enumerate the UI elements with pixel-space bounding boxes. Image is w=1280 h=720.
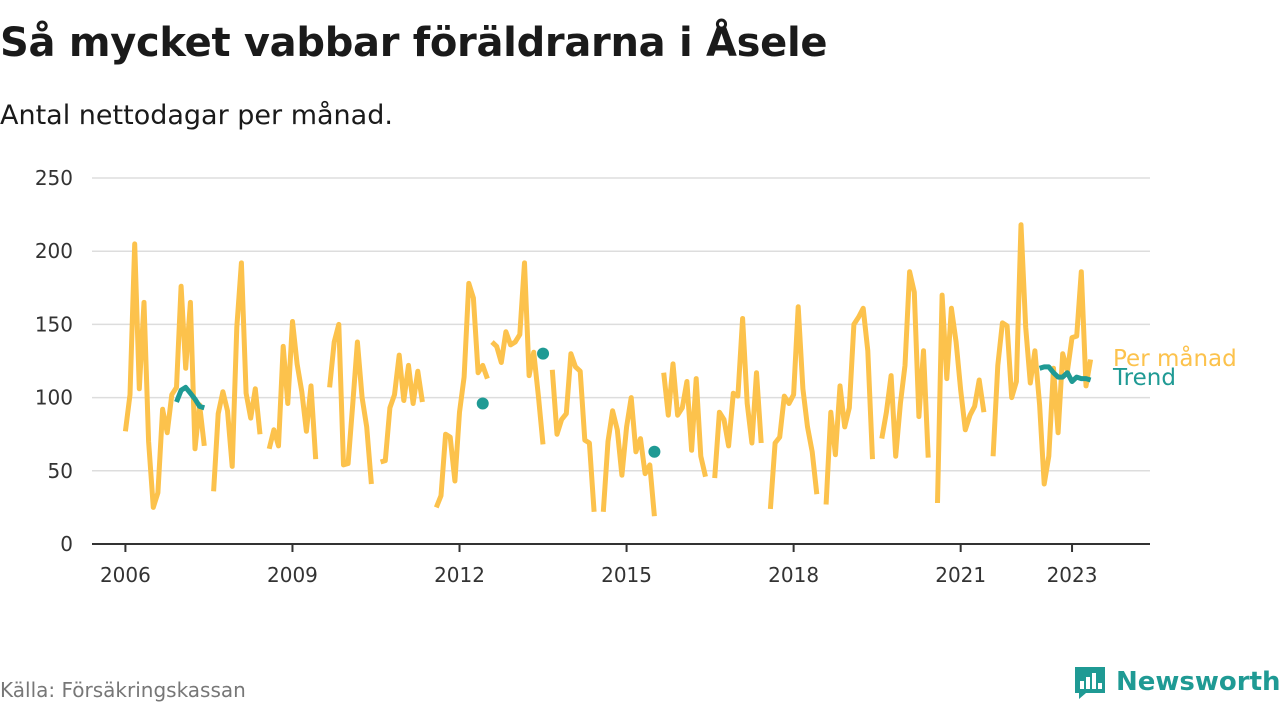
series-trend-point <box>476 397 489 410</box>
x-tick-label-2023: 2023 <box>1047 563 1098 587</box>
series-per-månad-line <box>490 260 546 445</box>
y-tick-label-150: 150 <box>35 312 73 336</box>
series-trend-point <box>537 347 550 360</box>
series-per-månad-line <box>990 222 1094 487</box>
y-tick-label-100: 100 <box>35 386 73 410</box>
brand-logo[interactable]: Newsworthy <box>1072 664 1280 700</box>
brand-name: Newsworthy <box>1116 667 1280 697</box>
series-per-månad-line <box>712 316 764 479</box>
series-trend <box>174 347 1092 458</box>
y-tick-label-50: 50 <box>48 459 73 483</box>
newsworthy-logo-icon <box>1075 667 1105 699</box>
x-tick-label-2009: 2009 <box>267 563 318 587</box>
x-tick-label-2012: 2012 <box>434 563 485 587</box>
series-label-trend: Trend <box>1112 365 1176 391</box>
series-per-månad-line <box>433 280 490 509</box>
series-per-månad-line <box>122 241 207 510</box>
series-trend-point <box>648 445 661 458</box>
chart-title: Så mycket vabbar föräldrarna i Åsele <box>0 20 828 66</box>
series-per-månad-line <box>600 395 657 517</box>
series-per-månad-line <box>767 304 820 510</box>
gridlines <box>92 177 1150 472</box>
series-lines <box>122 222 1094 517</box>
series-per-månad-line <box>823 305 875 505</box>
series-per-månad-line <box>549 351 597 512</box>
x-tick-label-2006: 2006 <box>100 563 151 587</box>
series-per-månad-line <box>379 352 425 465</box>
series-trend-line <box>1038 364 1092 384</box>
y-axis-tick-labels: 0 50 100 150 200 250 <box>35 166 73 556</box>
source-note: Källa: Försäkringskassan <box>0 678 246 702</box>
series-trend-line <box>174 384 206 411</box>
series-per-månad-line <box>211 260 263 492</box>
y-tick-label-250: 250 <box>35 166 73 190</box>
series-per-månad-line <box>935 292 987 504</box>
series-per-månad-line <box>661 361 708 478</box>
series-per-månad-line <box>879 269 931 459</box>
series-per-månad-line <box>327 321 374 485</box>
series-per-månad-line <box>266 319 319 460</box>
x-axis: 2006 2009 2012 2015 2018 2021 2023 <box>92 543 1150 587</box>
chart-subtitle: Antal nettodagar per månad. <box>0 100 393 131</box>
x-tick-label-2021: 2021 <box>935 563 986 587</box>
y-tick-label-200: 200 <box>35 239 73 263</box>
series-per-månad <box>122 222 1094 517</box>
series-label-per-månad: Per månad <box>1113 344 1237 372</box>
x-tick-label-2015: 2015 <box>601 563 652 587</box>
y-tick-label-0: 0 <box>60 532 73 556</box>
x-tick-label-2018: 2018 <box>768 563 819 587</box>
